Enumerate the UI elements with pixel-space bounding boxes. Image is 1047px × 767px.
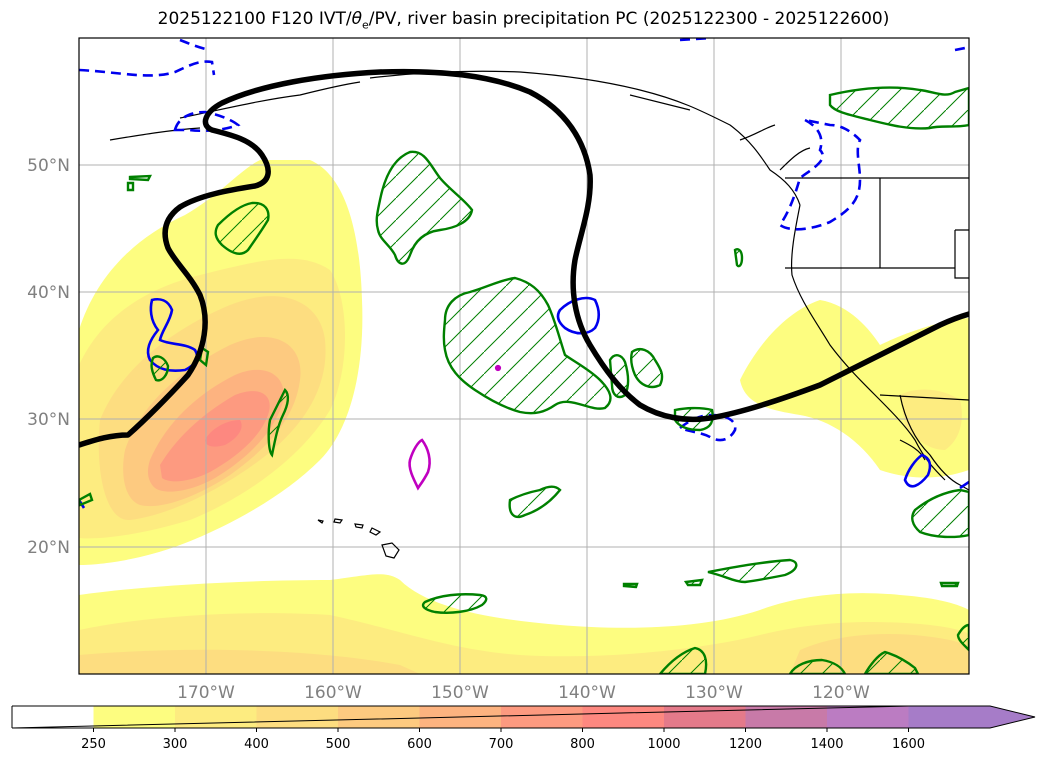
lon-label: 150°W [431,683,489,703]
colorbar-tick-label: 1400 [810,737,843,752]
colorbar-segment [256,706,339,728]
lon-label: 140°W [558,683,616,703]
ivt-shading-south [79,574,969,674]
precip-hatched-regions [79,86,969,674]
colorbar-tick-label: 1000 [647,737,680,752]
colorbar-segment [745,706,828,728]
colorbar-segment [175,706,257,728]
lat-label: 50°N [27,156,70,176]
colorbar-segment [908,706,1035,728]
map-frame [78,37,970,675]
colorbar-tick-label: 250 [81,737,106,752]
thick-black-contours [79,68,969,448]
colorbar-tick-label: 1600 [892,737,925,752]
lon-label: 160°W [304,683,362,703]
colorbar-tick-label: 500 [326,737,351,752]
colorbar-tick-label: 600 [407,737,432,752]
lat-label: 30°N [27,410,70,430]
colorbar-segment [827,706,909,728]
map-plot-area [79,38,969,674]
colorbar-outline [11,705,1036,729]
colorbar-tick-label: 300 [163,737,188,752]
colorbar-segment [501,706,583,728]
colorbar-tick-label: 1200 [729,737,762,752]
colorbar-tick-label: 800 [570,737,595,752]
lon-label: 170°W [177,683,235,703]
longitude-labels: 170°W 160°W 150°W 140°W 130°W 120°W [177,683,870,703]
lon-label: 120°W [812,683,870,703]
lon-label: 130°W [685,683,743,703]
ivt-shading-west [79,160,363,565]
ivt-colorbar: 250 300 400 500 600 700 800 1000 1200 1400 1600 [11,705,1036,752]
title-suffix: /PV, river basin precipitation PC (20251… [368,9,890,29]
colorbar-tick-label: 700 [489,737,514,752]
ivt-shading-east [740,300,969,478]
colorbar-segment [93,706,176,728]
lat-label: 20°N [27,538,70,558]
map-title: 2025122100 F120 IVT/θe/PV, river basin p… [0,9,1047,31]
latitude-labels: 50°N 40°N 30°N 20°N [27,156,70,558]
title-prefix: 2025122100 F120 IVT/ [157,9,352,29]
colorbar-segment [338,706,420,728]
title-theta-sub: e [362,18,369,32]
lat-label: 40°N [27,283,70,303]
colorbar-segment [12,706,94,728]
title-theta: θ [351,9,362,29]
colorbar-tick-label: 400 [244,737,269,752]
colorbar-segment [664,706,746,728]
colorbar-segment [582,706,665,728]
coastlines [109,70,969,491]
hawaii-islands [317,518,400,559]
